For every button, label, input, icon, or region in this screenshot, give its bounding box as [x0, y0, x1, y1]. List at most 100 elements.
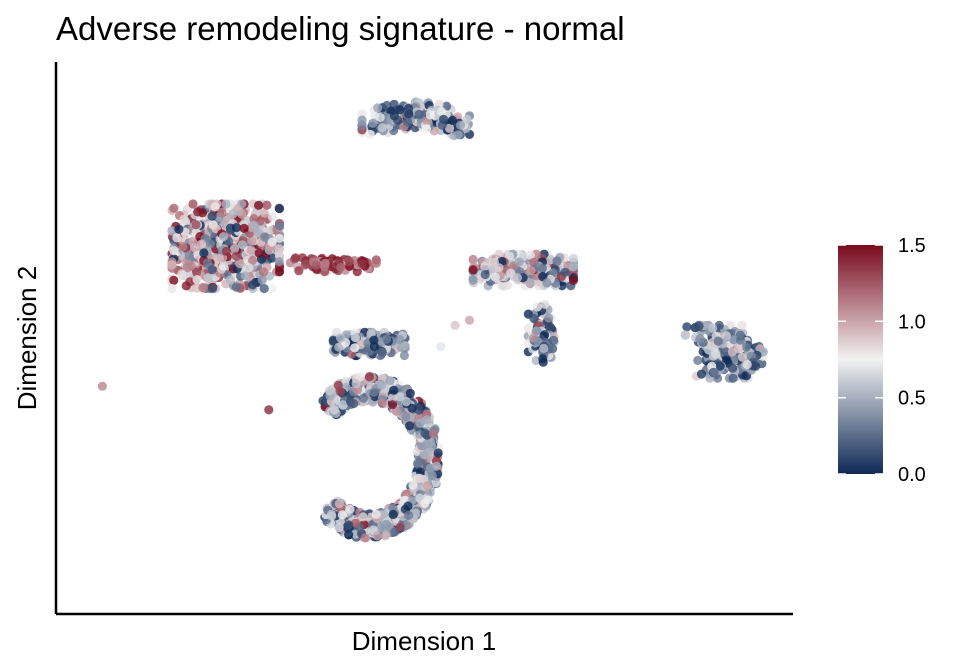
y-axis-label: Dimension 2	[12, 266, 42, 411]
scatter-point	[258, 267, 269, 277]
scatter-point	[453, 130, 463, 140]
scatter-point	[720, 346, 730, 356]
scatter-point	[254, 248, 264, 258]
scatter-point	[300, 259, 310, 269]
scatter-point	[480, 261, 490, 272]
scatter-point	[526, 265, 536, 276]
scatter-point	[385, 376, 395, 386]
scatter-point	[360, 533, 370, 543]
scatter-point	[246, 245, 256, 255]
scatter-point	[494, 249, 504, 259]
scatter-point	[403, 501, 413, 511]
scatter-point	[311, 260, 321, 270]
scatter-point	[568, 262, 579, 272]
scatter-point	[420, 498, 430, 509]
scatter-point	[542, 278, 552, 288]
scatter-point	[217, 207, 227, 217]
scatter-point	[568, 253, 579, 263]
scatter-point	[337, 510, 347, 520]
scatter-point	[181, 281, 191, 291]
scatter-point	[401, 412, 411, 422]
scatter-point	[345, 504, 355, 514]
scatter-point	[218, 232, 229, 242]
scatter-point	[568, 275, 579, 285]
scatter-point	[247, 280, 258, 290]
scatter-point	[433, 448, 443, 458]
chart-title: Adverse remodeling signature - normal	[56, 10, 625, 47]
scatter-point	[358, 512, 368, 522]
scatter-point	[540, 299, 550, 309]
colorbar-ticks: 0.0 0.5 1.0 1.5	[838, 235, 926, 486]
scatter-point	[253, 228, 263, 238]
colorbar-gradient	[838, 245, 883, 474]
scatter-point	[196, 239, 207, 249]
colorbar-tick-label: 0.0	[898, 464, 926, 486]
scatter-point	[737, 352, 748, 362]
scatter-point	[97, 381, 107, 391]
scatter-point	[198, 282, 208, 292]
scatter-point	[210, 202, 220, 212]
scatter-point	[274, 257, 284, 267]
scatter-point	[177, 269, 187, 279]
scatter-point	[274, 244, 284, 254]
scatter-point	[274, 233, 285, 243]
scatter-point	[338, 400, 348, 410]
scatter-point	[199, 248, 209, 258]
scatter-point	[387, 400, 398, 410]
scatter-point	[244, 263, 254, 273]
scatter-point	[729, 335, 739, 345]
scatter-point	[455, 120, 466, 130]
scatter-point	[464, 315, 475, 325]
scatter-point	[436, 342, 446, 352]
scatter-point	[188, 199, 198, 209]
scatter-point	[247, 236, 257, 246]
scatter-point	[422, 481, 433, 491]
scatter-point	[715, 361, 725, 371]
scatter-point	[221, 246, 231, 256]
scatter-point	[395, 522, 405, 532]
scatter-point	[193, 207, 203, 217]
scatter-points	[97, 97, 769, 543]
scatter-point	[182, 263, 192, 273]
scatter-point	[167, 260, 177, 270]
scatter-point	[248, 255, 258, 265]
scatter-point	[169, 246, 179, 256]
colorbar-legend: 0.0 0.5 1.0 1.5	[838, 235, 926, 486]
scatter-point	[733, 344, 743, 354]
scatter-point	[402, 117, 413, 127]
scatter-point	[207, 211, 217, 221]
scatter-point	[364, 372, 374, 382]
scatter-point	[439, 114, 449, 124]
scatter-point	[411, 508, 421, 518]
scatter-point	[425, 463, 435, 473]
scatter-point	[274, 267, 285, 277]
scatter-point	[468, 254, 478, 265]
scatter-point	[696, 369, 707, 379]
scatter-point	[237, 240, 247, 250]
scatter-point	[405, 421, 415, 431]
scatter-point	[350, 343, 360, 353]
scatter-point	[735, 335, 746, 345]
scatter-point	[369, 335, 379, 345]
scatter-point	[436, 106, 447, 117]
scatter-point	[444, 123, 455, 133]
scatter-point	[560, 267, 570, 277]
scatter-point	[552, 256, 562, 266]
scatter-point	[381, 334, 392, 344]
scatter-point	[267, 283, 277, 294]
scatter-point	[428, 429, 438, 439]
scatter-point	[326, 509, 336, 520]
scatter-point	[231, 223, 241, 233]
scatter-point	[407, 403, 417, 413]
scatter-point	[393, 115, 403, 125]
scatter-point	[404, 109, 414, 119]
scatter-point	[400, 341, 410, 351]
scatter-point	[468, 275, 478, 285]
scatter-point	[365, 129, 375, 139]
scatter-point	[539, 343, 549, 353]
scatter-point	[371, 509, 381, 519]
colorbar-tick-label: 0.5	[898, 388, 926, 410]
scatter-point	[192, 267, 202, 277]
scatter-point	[420, 428, 430, 438]
scatter-point	[334, 342, 344, 352]
